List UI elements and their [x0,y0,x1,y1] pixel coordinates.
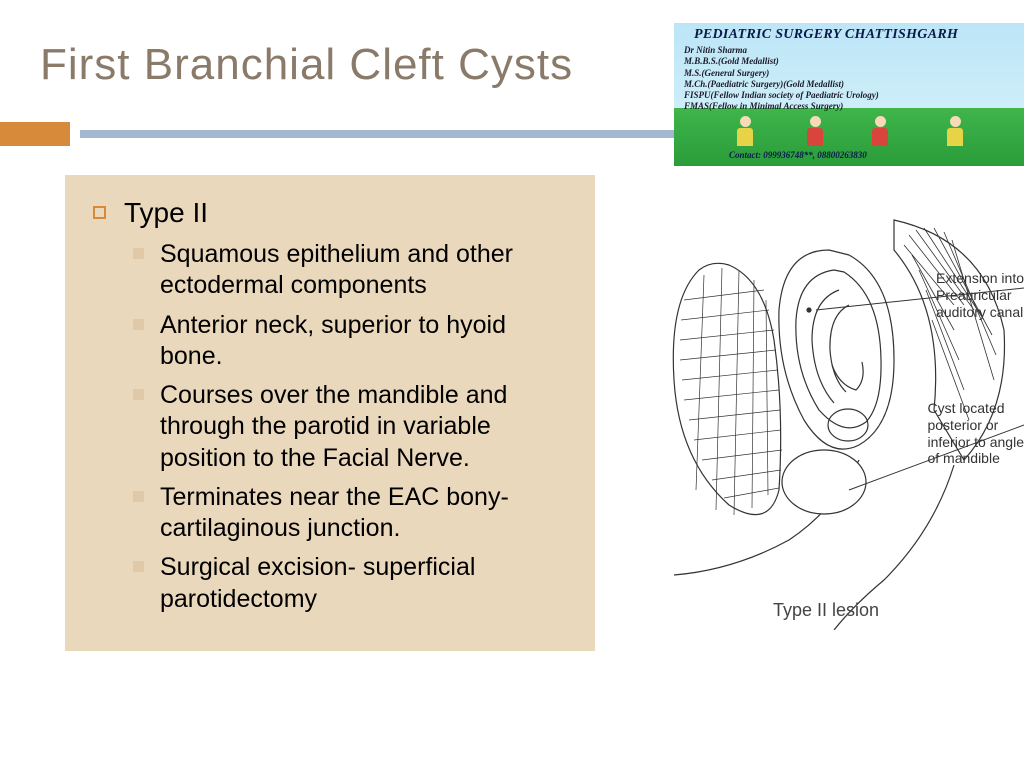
kid-icon [944,116,966,148]
square-bullet-icon [133,561,144,572]
square-bullet-icon [133,491,144,502]
heading-text: Type II [124,197,208,229]
list-item: Anterior neck, superior to hyoid bone. [133,310,567,373]
diagram-label: Extension intoPreauricularauditory canal [936,270,1024,320]
card-title: PEDIATRIC SURGERY CHATTISHGARH [694,27,958,43]
bullet-text: Surgical excision- superficial parotidec… [160,552,567,615]
list-item: Surgical excision- superficial parotidec… [133,552,567,615]
list-item: Terminates near the EAC bony-cartilagino… [133,482,567,545]
header-card: PEDIATRIC SURGERY CHATTISHGARH Dr Nitin … [674,23,1024,166]
credentials: Dr Nitin SharmaM.B.B.S.(Gold Medallist)M… [684,45,879,113]
bullet-text: Courses over the mandible and through th… [160,380,567,474]
bullet-text: Terminates near the EAC bony-cartilagino… [160,482,567,545]
square-bullet-icon [133,248,144,259]
square-bullet-icon [133,389,144,400]
bullet-text: Squamous epithelium and other ectodermal… [160,239,567,302]
square-bullet-icon [133,319,144,330]
square-bullet-icon [93,206,106,219]
list-item: Courses over the mandible and through th… [133,380,567,474]
kid-icon [734,116,756,148]
kid-icon [869,116,891,148]
list-item-heading: Type II [93,197,567,229]
kid-icon [804,116,826,148]
list-item: Squamous epithelium and other ectodermal… [133,239,567,302]
accent-bar [0,122,70,146]
bullet-text: Anterior neck, superior to hyoid bone. [160,310,567,373]
diagram-label: Cyst locatedposterior orinferior to angl… [927,400,1024,467]
content-box: Type II Squamous epithelium and other ec… [65,175,595,651]
slide-title: First Branchial Cleft Cysts [40,40,573,90]
contact-text: Contact: 099936748**, 08800263830 [729,150,867,160]
diagram-caption: Type II lesion [773,600,879,621]
